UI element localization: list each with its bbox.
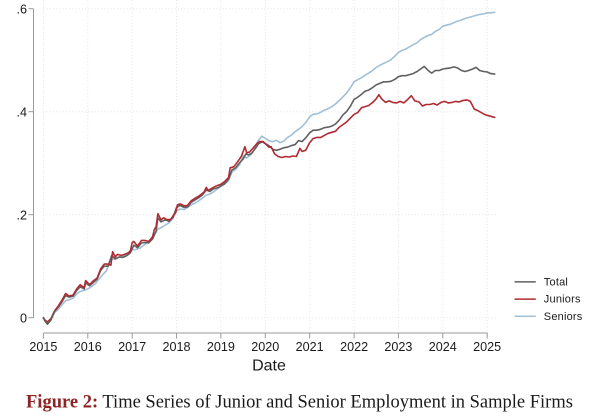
svg-text:2015: 2015 [29, 340, 57, 354]
svg-text:Date: Date [252, 358, 286, 375]
svg-text:.6: .6 [16, 3, 27, 17]
svg-text:2022: 2022 [340, 340, 368, 354]
svg-text:Seniors: Seniors [544, 311, 583, 323]
svg-text:Figure 2: Time Series of Junio: Figure 2: Time Series of Junior and Seni… [26, 393, 573, 413]
svg-text:Juniors: Juniors [544, 294, 581, 306]
svg-text:2019: 2019 [207, 340, 235, 354]
svg-text:2016: 2016 [74, 340, 102, 354]
svg-text:2024: 2024 [429, 340, 457, 354]
svg-text:2018: 2018 [162, 340, 190, 354]
svg-text:2025: 2025 [473, 340, 501, 354]
svg-text:2021: 2021 [296, 340, 324, 354]
svg-text:0: 0 [20, 312, 27, 326]
svg-text:.4: .4 [16, 106, 27, 120]
svg-text:.2: .2 [16, 209, 27, 223]
svg-text:2020: 2020 [251, 340, 279, 354]
svg-text:2023: 2023 [384, 340, 412, 354]
svg-text:2017: 2017 [118, 340, 146, 354]
svg-text:Total: Total [544, 277, 568, 289]
